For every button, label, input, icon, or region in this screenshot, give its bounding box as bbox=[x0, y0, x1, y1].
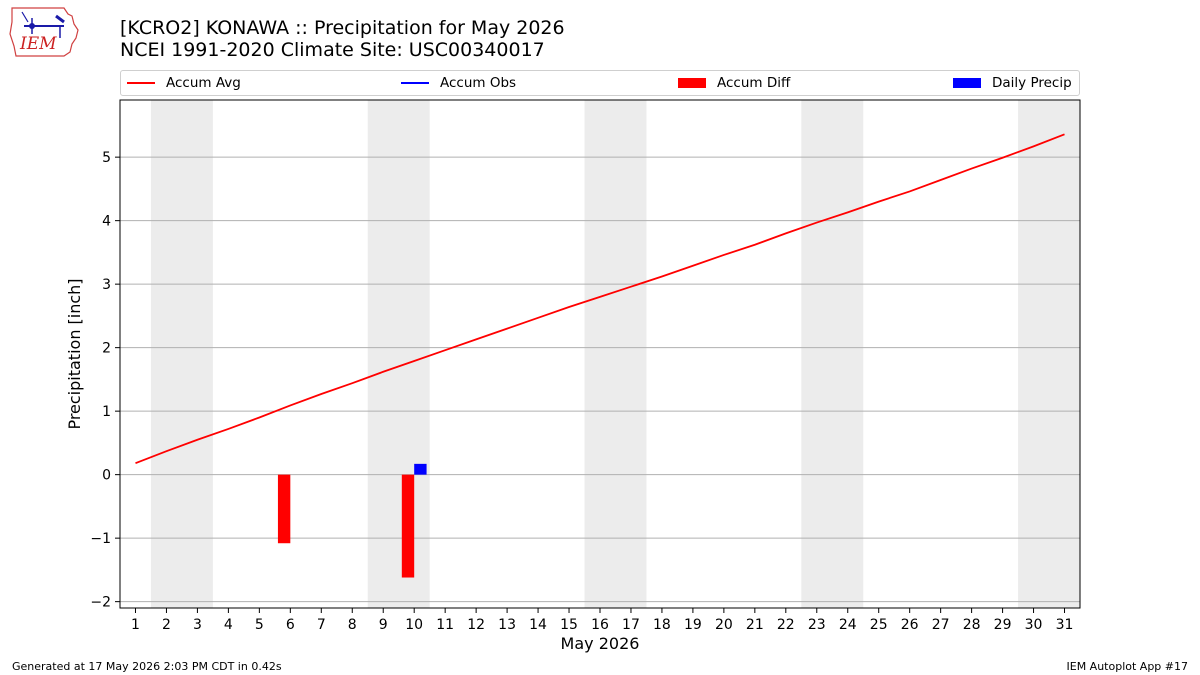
legend-item-accum-obs: Accum Obs bbox=[401, 71, 516, 95]
x-tick-label: 2 bbox=[162, 617, 171, 633]
y-tick-label: −1 bbox=[90, 531, 111, 547]
x-tick-label: 4 bbox=[224, 617, 233, 633]
x-tick-label: 22 bbox=[777, 617, 795, 633]
y-axis-ticks: −2 −1 0 1 2 3 4 5 bbox=[90, 150, 120, 611]
weekend-shade-4 bbox=[801, 100, 864, 608]
chart-title: [KCRO2] KONAWA :: Precipitation for May … bbox=[120, 17, 565, 39]
line-marks bbox=[135, 133, 1065, 465]
x-tick-label: 7 bbox=[317, 617, 326, 633]
logo-text: IEM bbox=[19, 34, 57, 54]
x-tick-label: 15 bbox=[560, 617, 578, 633]
legend-item-accum-diff: Accum Diff bbox=[678, 71, 790, 95]
x-tick-label: 8 bbox=[348, 617, 357, 633]
bar-marks bbox=[277, 463, 427, 578]
x-tick-label: 16 bbox=[591, 617, 609, 633]
y-tick-label: 3 bbox=[102, 277, 111, 293]
x-tick-label: 21 bbox=[746, 617, 764, 633]
legend-label-accum-diff: Accum Diff bbox=[717, 75, 791, 91]
weekend-shading bbox=[150, 100, 1080, 608]
weekend-shade-5 bbox=[1018, 100, 1080, 608]
x-tick-label: 19 bbox=[684, 617, 702, 633]
weekend-shade-3 bbox=[584, 100, 647, 608]
x-tick-label: 13 bbox=[498, 617, 516, 633]
x-tick-label: 5 bbox=[255, 617, 264, 633]
x-tick-label: 29 bbox=[994, 617, 1012, 633]
x-tick-label: 10 bbox=[405, 617, 423, 633]
weekend-shade-1 bbox=[150, 100, 213, 608]
legend-swatch-daily-precip bbox=[953, 78, 981, 88]
legend-label-accum-avg: Accum Avg bbox=[166, 75, 241, 91]
y-tick-label: 2 bbox=[102, 341, 111, 357]
x-tick-label: 9 bbox=[379, 617, 388, 633]
chart-subtitle: NCEI 1991-2020 Climate Site: USC00340017 bbox=[120, 39, 545, 61]
legend-item-accum-avg: Accum Avg bbox=[127, 71, 241, 95]
x-tick-label: 14 bbox=[529, 617, 547, 633]
x-tick-label: 17 bbox=[622, 617, 640, 633]
x-tick-label: 20 bbox=[715, 617, 733, 633]
y-tick-label: 0 bbox=[102, 468, 111, 484]
footer-generated-text: Generated at 17 May 2026 2:03 PM CDT in … bbox=[12, 660, 282, 673]
grid-lines bbox=[120, 156, 1080, 603]
legend-swatch-accum-obs bbox=[401, 82, 429, 84]
weekend-shade-2 bbox=[367, 100, 430, 608]
x-tick-label: 26 bbox=[901, 617, 919, 633]
legend-swatch-accum-diff bbox=[678, 78, 706, 88]
x-tick-label: 6 bbox=[286, 617, 295, 633]
x-axis-label: May 2026 bbox=[561, 634, 640, 653]
legend-item-daily-precip: Daily Precip bbox=[953, 71, 1072, 95]
x-tick-label: 27 bbox=[932, 617, 950, 633]
accum-avg-line bbox=[135, 133, 1065, 465]
y-tick-label: 4 bbox=[102, 214, 111, 230]
chart-legend: Accum Avg Accum Obs Accum Diff Daily Pre… bbox=[120, 70, 1080, 96]
x-tick-label: 3 bbox=[193, 617, 202, 633]
x-axis-ticks: 1 2 3 4 5 6 7 8 9 10 11 12 13 14 15 16 17 18 19 20 21 22 23 24 2… bbox=[131, 608, 1073, 633]
accum-diff-bar bbox=[401, 474, 415, 578]
x-tick-label: 23 bbox=[808, 617, 826, 633]
x-tick-label: 1 bbox=[131, 617, 140, 633]
x-tick-label: 11 bbox=[436, 617, 454, 633]
plot-area-frame bbox=[119, 99, 1081, 609]
x-tick-label: 25 bbox=[870, 617, 888, 633]
iem-logo: IEM bbox=[9, 7, 79, 57]
x-tick-label: 28 bbox=[963, 617, 981, 633]
legend-label-accum-obs: Accum Obs bbox=[440, 75, 517, 91]
x-tick-label: 18 bbox=[653, 617, 671, 633]
y-axis-label: Precipitation [inch] bbox=[65, 278, 84, 429]
x-tick-label: 12 bbox=[467, 617, 485, 633]
accum-diff-bar bbox=[277, 474, 291, 544]
legend-swatch-accum-avg bbox=[127, 82, 155, 84]
x-tick-label: 31 bbox=[1056, 617, 1074, 633]
footer-app-text: IEM Autoplot App #17 bbox=[1066, 660, 1189, 673]
x-tick-label: 30 bbox=[1025, 617, 1043, 633]
y-tick-label: 1 bbox=[102, 404, 111, 420]
y-tick-label: −2 bbox=[90, 595, 111, 611]
y-tick-label: 5 bbox=[102, 150, 111, 166]
legend-label-daily-precip: Daily Precip bbox=[992, 75, 1072, 91]
x-tick-label: 24 bbox=[839, 617, 857, 633]
daily-precip-bar bbox=[414, 463, 427, 475]
